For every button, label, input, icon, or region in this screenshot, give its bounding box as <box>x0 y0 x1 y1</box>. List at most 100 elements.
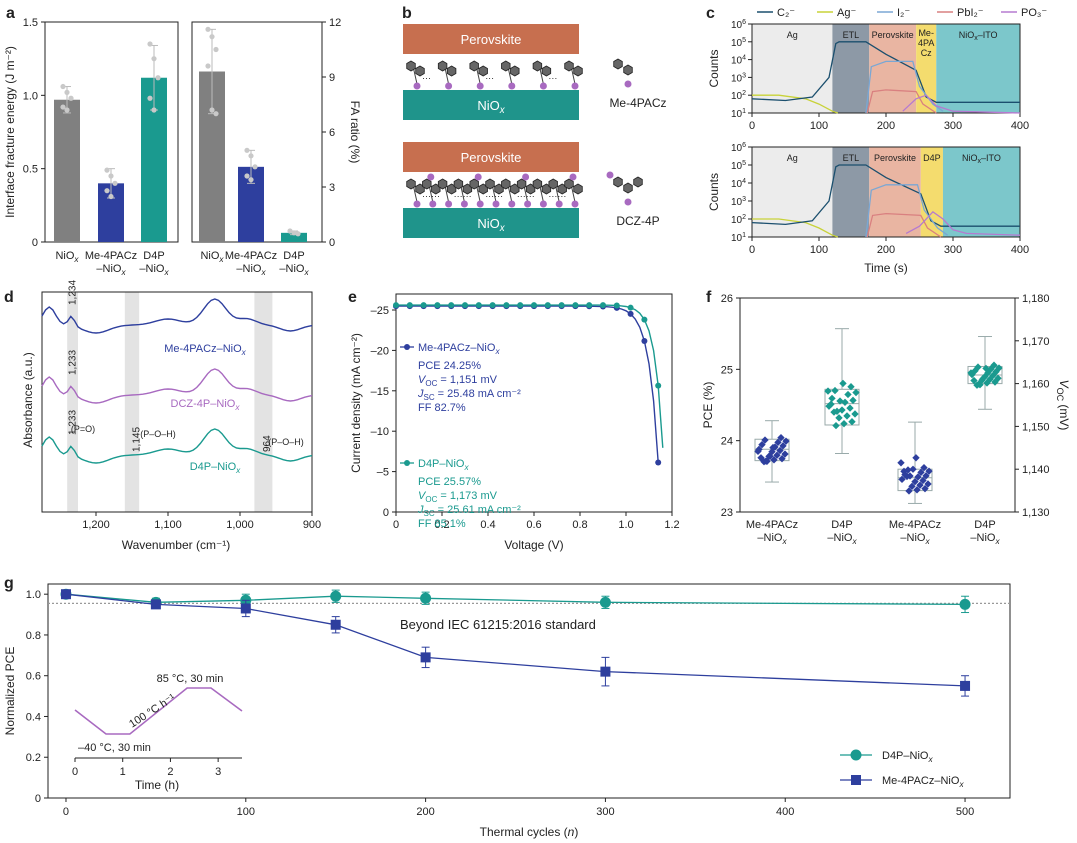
axes-frame <box>739 297 1016 513</box>
label-main: 10 <box>731 161 743 172</box>
data-point <box>766 452 774 460</box>
data-point <box>600 302 606 309</box>
anchor-group-icon <box>492 200 500 208</box>
label-main: = 25.48 mA cm⁻² <box>435 388 522 400</box>
data-point <box>572 302 579 309</box>
series-label: Me-4PACz–NiOx <box>164 343 246 357</box>
y-axis-label: FA ratio (%) <box>348 101 362 164</box>
category-label: NiOx <box>200 250 224 264</box>
molecule-icon <box>437 60 448 72</box>
band-label: (P–O–H) <box>140 429 176 439</box>
legend-label: Me-4PACz–NiOx <box>418 342 500 356</box>
region-band <box>832 24 870 113</box>
data-point <box>909 465 917 473</box>
label-main: = 1,151 mV <box>437 374 497 386</box>
molecule-icon <box>406 178 416 190</box>
y-tick-label: 105 <box>731 160 746 172</box>
data-point <box>641 316 648 323</box>
y-tick-label: 103 <box>731 72 746 84</box>
band-label: (P=O) <box>71 424 95 434</box>
region-band <box>936 24 1020 113</box>
data-point <box>844 390 852 399</box>
label-sub: x <box>303 268 309 277</box>
anchor-group-icon <box>539 82 547 90</box>
legend-label: D4P–NiOx <box>418 458 469 472</box>
data-point <box>782 437 790 445</box>
category-label: D4P <box>831 519 852 531</box>
region-band <box>832 147 870 237</box>
data-point <box>60 589 71 600</box>
y-tick-label: 101 <box>731 108 746 120</box>
data-point <box>60 104 66 110</box>
legend-marker <box>851 775 861 785</box>
region-label: Me- <box>918 28 934 38</box>
molecule-icon <box>613 176 623 188</box>
label-sub: SC <box>424 393 435 402</box>
layer-label: Perovskite <box>461 150 522 165</box>
x-axis-label: Voltage (V) <box>504 538 563 552</box>
label-sub: x <box>958 780 964 789</box>
reference-label: Beyond IEC 61215:2016 standard <box>400 617 596 632</box>
panel-g: g 0 100 200 300 400 500 0 0.2 0.4 0.6 0.8 1.0 Thermal… <box>3 575 1011 839</box>
data-point <box>104 188 110 194</box>
category-label: –NiOx <box>96 263 126 277</box>
data-point <box>831 386 839 395</box>
label-sub: x <box>924 537 930 546</box>
molecule-icon <box>437 178 448 190</box>
data-point <box>776 446 784 455</box>
x-tick-label: 0 <box>393 519 399 531</box>
data-point <box>994 374 1002 382</box>
data-point <box>330 619 341 630</box>
data-point <box>959 598 971 610</box>
molecule-icon <box>623 182 633 194</box>
label-main: D4P–NiO <box>882 750 929 762</box>
niox-layer <box>403 90 579 120</box>
data-point <box>833 407 841 416</box>
category-label: Me-4PACz <box>746 519 798 531</box>
molecule-icon <box>532 178 543 190</box>
category-label: –NiOx <box>900 532 930 546</box>
data-point <box>393 302 399 309</box>
label-main: V <box>1057 380 1071 389</box>
data-point <box>770 456 778 464</box>
bar <box>54 99 80 242</box>
region-label: ETL <box>843 153 860 163</box>
data-point <box>448 302 455 309</box>
panel-e: e 0 0.2 0.4 0.6 0.8 1.0 1.2 0 –5 –10 –15 –20 –25 Volta… <box>348 289 680 552</box>
data-point <box>108 193 114 200</box>
x-tick-label: 200 <box>877 120 895 132</box>
label-main: 10 <box>731 233 743 244</box>
band-highlight <box>67 292 78 512</box>
series-line-po3 <box>902 94 1021 114</box>
data-point <box>841 398 849 406</box>
molecule-icon <box>564 178 574 190</box>
anchor-group-icon <box>555 200 563 208</box>
inset-label: 85 °C, 30 min <box>157 673 224 685</box>
data-point <box>824 387 832 395</box>
molecule-icon <box>532 60 543 72</box>
x-tick-label: 300 <box>944 244 962 256</box>
molecule-icon <box>510 65 520 77</box>
data-point <box>420 652 431 663</box>
molecule-icon <box>422 178 432 190</box>
molecule-icon <box>516 178 527 190</box>
anchor-group-icon <box>624 80 632 88</box>
region-label: NiOx–ITO <box>962 153 1001 165</box>
x-axis-label: Time (h) <box>135 778 179 792</box>
molecule-icon <box>573 183 583 195</box>
molecule-icon <box>564 60 574 72</box>
data-point <box>599 596 611 608</box>
y-axis-label: PCE (%) <box>701 382 715 429</box>
data-point <box>914 473 922 481</box>
label-main: 10 <box>731 197 743 208</box>
legend-label: PO₃⁻ <box>1021 7 1047 19</box>
region-label: D4P <box>923 153 941 163</box>
data-point <box>921 484 929 493</box>
panel-letter: c <box>706 5 715 22</box>
molecule-icon <box>573 65 583 77</box>
data-point <box>781 450 789 458</box>
anchor-group-icon <box>476 200 484 208</box>
axes-frame <box>47 583 1011 799</box>
data-point <box>777 434 785 442</box>
